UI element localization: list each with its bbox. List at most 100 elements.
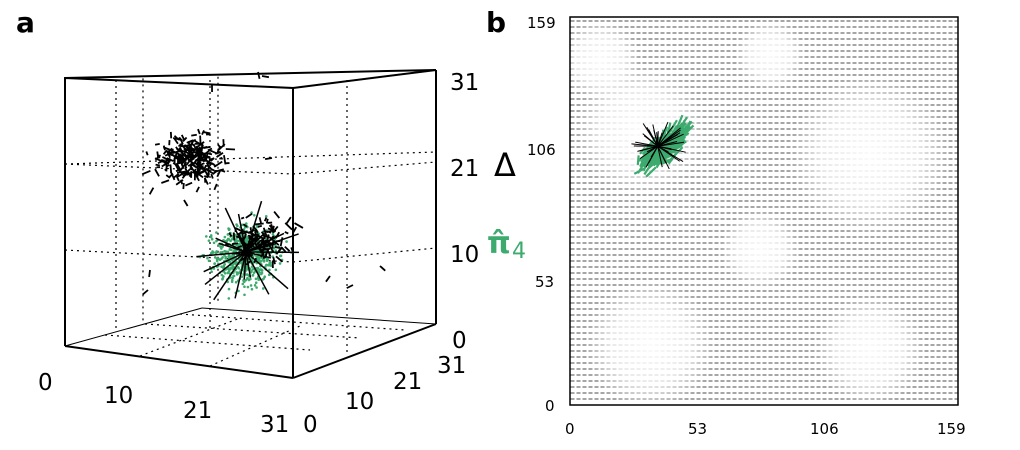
- delta-vector: [202, 148, 212, 157]
- delta-vector: [204, 251, 247, 286]
- delta-vector: [241, 230, 252, 235]
- pi-point: [212, 251, 215, 254]
- delta-vector: [219, 156, 223, 160]
- field-void: [815, 295, 925, 405]
- delta-vector: [218, 143, 226, 151]
- pi-point: [240, 223, 244, 227]
- delta-vector: [265, 218, 269, 224]
- delta-vector: [195, 145, 201, 154]
- field-void: [585, 280, 715, 405]
- delta-vector: [178, 149, 183, 154]
- pi-point: [222, 266, 226, 269]
- delta-vector: [185, 181, 193, 187]
- pi-point: [222, 275, 225, 278]
- delta-vector: [255, 222, 264, 226]
- delta-vector: [164, 167, 168, 172]
- pi-vector: [646, 142, 656, 152]
- delta-vector: [165, 174, 171, 179]
- delta-vector: [155, 163, 161, 167]
- delta-vector: [290, 247, 294, 252]
- pi-point: [250, 211, 253, 214]
- delta-vector: [176, 176, 180, 182]
- delta-vector: [268, 245, 275, 253]
- pi-point: [261, 287, 265, 290]
- pi-point: [240, 275, 244, 278]
- panel-a-delta-vectors-front: [196, 200, 304, 301]
- pi-point: [278, 254, 282, 258]
- delta-vector: [656, 132, 659, 147]
- delta-vector: [204, 159, 215, 166]
- delta-vector: [176, 171, 186, 178]
- pi-point: [207, 259, 211, 263]
- pi-point: [229, 239, 232, 243]
- legend: Δ π̂ 4: [487, 146, 526, 264]
- pi-point: [207, 239, 211, 242]
- delta-vector: [272, 225, 279, 234]
- delta-vector: [266, 234, 270, 240]
- pi-point: [235, 244, 238, 247]
- pi-point: [268, 264, 272, 267]
- delta-vector: [231, 242, 239, 246]
- delta-vector: [245, 242, 277, 253]
- pi-point: [227, 287, 231, 291]
- delta-vector: [346, 284, 354, 289]
- b-x-tick-53: 53: [688, 420, 707, 438]
- delta-vector: [264, 157, 273, 161]
- delta-vector: [161, 179, 170, 184]
- pi-point: [221, 256, 224, 259]
- delta-vector: [213, 183, 218, 191]
- field-void: [790, 75, 950, 235]
- pi-point: [209, 251, 213, 255]
- delta-vector: [218, 242, 247, 253]
- pi-point: [257, 256, 261, 260]
- y-tick-31: 31: [437, 353, 466, 379]
- b-y-tick-159: 159: [527, 14, 556, 32]
- pi-vector: [680, 120, 686, 134]
- y-tick-21: 21: [393, 369, 422, 395]
- grid-line: [292, 247, 437, 263]
- delta-vector: [646, 127, 659, 147]
- pi-point: [241, 282, 245, 286]
- delta-vector: [181, 157, 188, 165]
- delta-vector: [209, 157, 215, 161]
- delta-vector: [145, 151, 149, 156]
- b-y-tick-0: 0: [545, 397, 555, 415]
- delta-vector: [240, 216, 245, 220]
- delta-vector: [183, 199, 189, 207]
- delta-vector: [232, 232, 236, 241]
- grid-line: [144, 323, 361, 339]
- delta-vector: [154, 143, 160, 146]
- pi-point: [253, 284, 257, 287]
- x-tick-10: 10: [104, 383, 133, 409]
- delta-vector: [273, 211, 281, 219]
- delta-vector: [167, 158, 170, 165]
- delta-vector: [168, 157, 172, 162]
- panel-a-3d-plot: 0 10 21 31 0 10 21 31 0 10 21 31: [38, 69, 479, 438]
- pi-point: [223, 235, 227, 239]
- delta-vector: [245, 251, 289, 290]
- delta-vector: [254, 229, 259, 234]
- delta-vector: [193, 161, 202, 170]
- delta-vector: [157, 154, 161, 159]
- delta-vector: [187, 146, 194, 152]
- delta-vector: [196, 156, 204, 165]
- delta-vector: [242, 223, 248, 228]
- delta-vector: [261, 234, 272, 239]
- x-tick-31: 31: [260, 412, 289, 438]
- delta-vector: [657, 141, 685, 147]
- delta-vector: [175, 179, 184, 186]
- panel-a-delta-vectors: [141, 71, 386, 296]
- delta-vector: [182, 183, 185, 190]
- delta-vector: [224, 243, 229, 247]
- panel-a-label: a: [16, 6, 35, 39]
- delta-vector: [141, 169, 151, 176]
- pi-point: [256, 266, 260, 270]
- pi-point: [221, 277, 224, 281]
- z-tick-0: 0: [452, 328, 467, 354]
- delta-vector: [657, 145, 669, 153]
- delta-vector: [197, 145, 208, 150]
- delta-vector: [271, 225, 275, 233]
- pi-point: [261, 278, 265, 281]
- pi-point: [229, 255, 232, 258]
- delta-vector: [245, 232, 285, 253]
